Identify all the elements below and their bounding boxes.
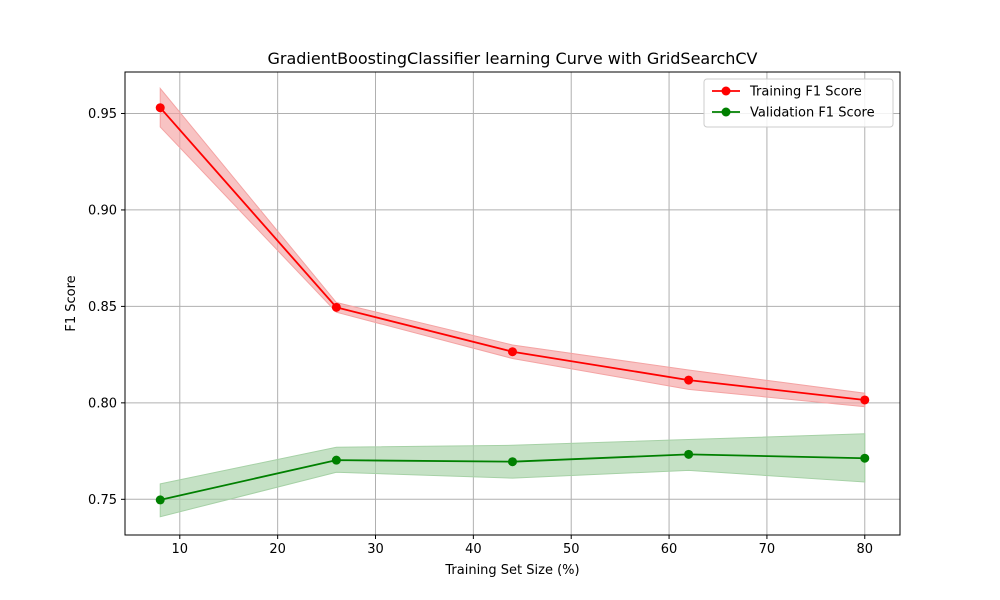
training-f1-score-point — [860, 395, 870, 405]
validation-f1-score-point — [155, 495, 165, 505]
training-f1-score-band — [159, 87, 866, 408]
x-tick-label: 70 — [759, 542, 776, 557]
x-tick-label: 10 — [172, 542, 189, 557]
y-axis-label: F1 Score — [64, 275, 79, 331]
grid-layer — [125, 72, 900, 535]
y-tick-label: 0.75 — [88, 493, 117, 508]
validation-f1-score-point — [684, 449, 694, 459]
y-tick-label: 0.90 — [88, 203, 117, 218]
x-tick-label: 30 — [367, 542, 384, 557]
validation-f1-score-point — [508, 457, 517, 467]
training-f1-score-point — [155, 103, 165, 113]
x-tick-label: 80 — [856, 542, 873, 557]
axis-ticks: 10 20 30 40 50 60 70 80 0.75 0.80 0.85 0.90 0.95 — [88, 107, 873, 557]
legend: Training F1 Score Validation F1 Score — [703, 78, 894, 128]
chart-title: GradientBoostingClassifier learning Curv… — [267, 49, 757, 68]
training-f1-score-point — [331, 302, 341, 312]
legend-swatch-marker — [721, 107, 731, 117]
training-f1-score-point — [684, 375, 694, 385]
y-tick-label: 0.85 — [88, 300, 117, 315]
x-tick-label: 60 — [661, 542, 678, 557]
y-tick-label: 0.95 — [88, 107, 117, 122]
series-points — [155, 103, 870, 505]
x-tick-label: 20 — [269, 542, 286, 557]
x-tick-label: 50 — [563, 542, 580, 557]
x-tick-label: 40 — [465, 542, 482, 557]
y-tick-label: 0.80 — [88, 396, 117, 411]
validation-f1-score-point — [331, 455, 341, 465]
legend-box — [703, 78, 894, 128]
x-axis-label: Training Set Size (%) — [444, 563, 579, 578]
legend-label: Validation F1 Score — [750, 106, 875, 121]
legend-label: Training F1 Score — [749, 85, 862, 100]
plot-frame — [124, 71, 901, 536]
legend-swatch-marker — [721, 86, 731, 96]
training-f1-score-point — [508, 347, 517, 357]
validation-f1-score-point — [860, 453, 870, 463]
